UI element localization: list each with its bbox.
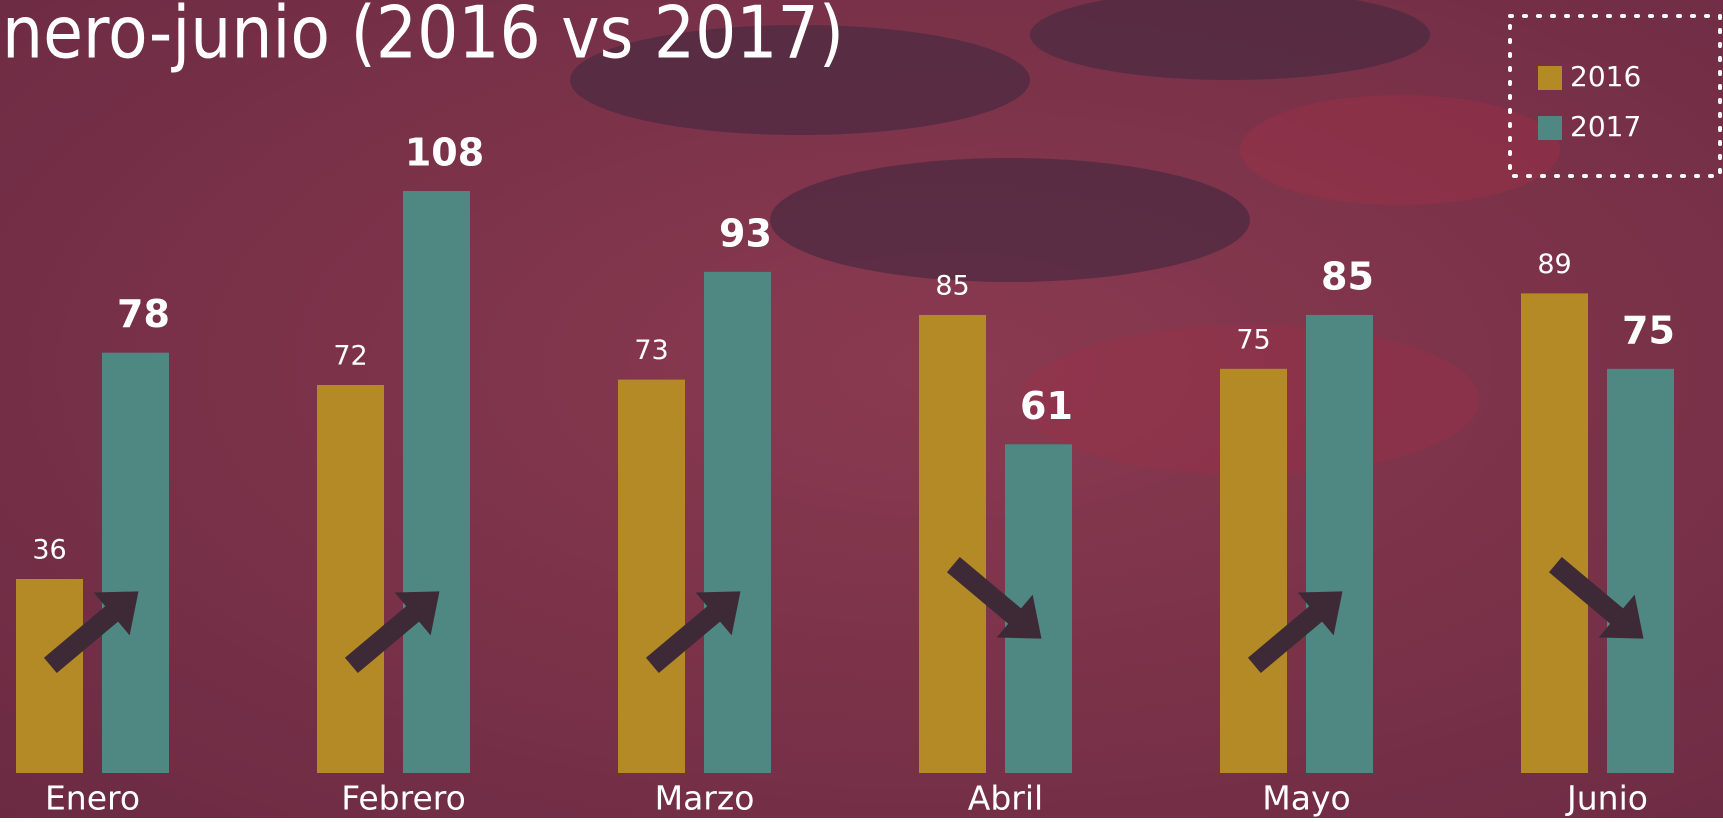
value-label: 89 bbox=[1537, 249, 1571, 280]
x-tick-label: Junio bbox=[1565, 779, 1648, 818]
bar bbox=[1607, 369, 1674, 773]
value-label: 108 bbox=[405, 131, 484, 175]
x-tick-label: Febrero bbox=[341, 779, 466, 818]
bar bbox=[1521, 293, 1588, 773]
value-label: 73 bbox=[634, 335, 668, 366]
legend-label: 2016 bbox=[1570, 60, 1641, 93]
bar bbox=[317, 385, 384, 773]
value-label: 72 bbox=[333, 341, 367, 372]
value-label: 93 bbox=[719, 211, 772, 255]
value-label: 85 bbox=[1321, 254, 1374, 298]
value-label: 61 bbox=[1020, 384, 1073, 428]
value-label: 75 bbox=[1236, 324, 1270, 355]
bar bbox=[1306, 315, 1373, 773]
x-tick-label: Marzo bbox=[655, 779, 755, 818]
x-tick-label: Mayo bbox=[1262, 779, 1350, 818]
decoration bbox=[770, 158, 1250, 282]
value-label: 85 bbox=[935, 270, 969, 301]
bar bbox=[102, 353, 169, 773]
bar bbox=[16, 579, 83, 773]
value-label: 75 bbox=[1622, 308, 1675, 352]
bar bbox=[919, 315, 986, 773]
bar bbox=[403, 191, 470, 773]
value-label: 36 bbox=[32, 535, 66, 566]
chart-title: nero-junio (2016 vs 2017) bbox=[2, 0, 844, 75]
bar bbox=[1220, 369, 1287, 773]
bar bbox=[618, 380, 685, 773]
x-tick-label: Abril bbox=[968, 779, 1043, 818]
legend-swatch bbox=[1538, 116, 1562, 140]
x-tick-label: Enero bbox=[45, 779, 140, 818]
legend-label: 2017 bbox=[1570, 110, 1641, 143]
chart: nero-junio (2016 vs 2017) 36 78 Enero 72 108… bbox=[0, 0, 1723, 818]
legend-swatch bbox=[1538, 66, 1562, 90]
bar bbox=[704, 272, 771, 773]
value-label: 78 bbox=[117, 292, 170, 336]
